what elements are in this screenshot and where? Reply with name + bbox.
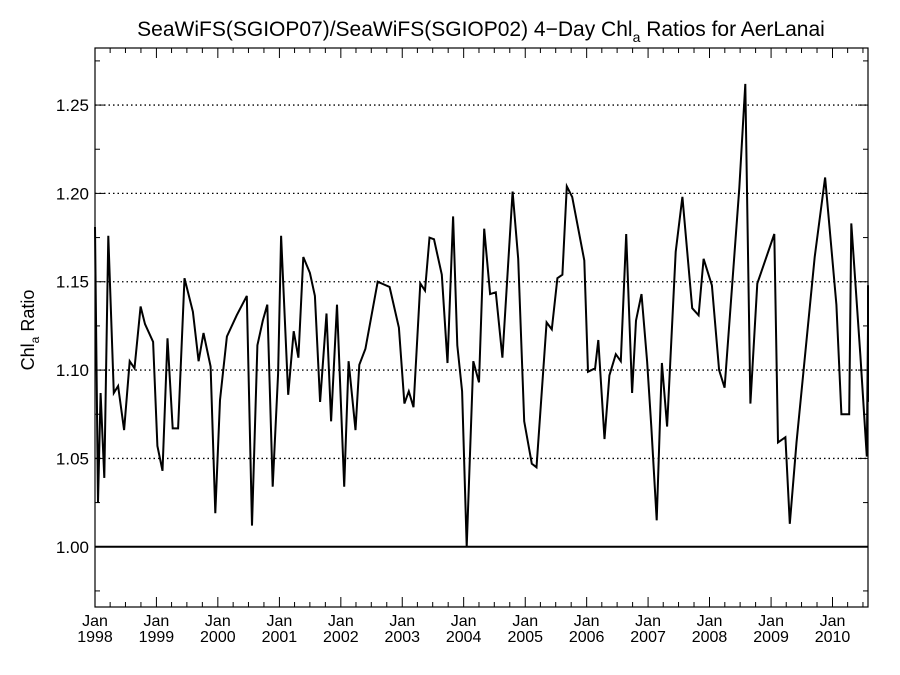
x-tick-month-2007: Jan <box>635 613 661 630</box>
x-tick-year-2002: 2002 <box>323 629 359 646</box>
x-tick-month-1998: Jan <box>82 613 108 630</box>
series-group <box>94 83 869 547</box>
y-tick-label-1.15: 1.15 <box>56 273 89 292</box>
x-tick-month-2008: Jan <box>697 613 723 630</box>
chart-title-tail: Ratios for AerLanai <box>640 18 824 41</box>
chart-title: SeaWiFS(SGIOP07)/SeaWiFS(SGIOP02) 4−Day … <box>137 18 825 45</box>
x-tick-year-1998: 1998 <box>77 629 113 646</box>
y-tick-label-1.20: 1.20 <box>56 184 89 203</box>
y-tick-label-1.10: 1.10 <box>56 361 89 380</box>
x-tick-year-2010: 2010 <box>815 629 851 646</box>
x-tick-month-2005: Jan <box>512 613 538 630</box>
x-tick-month-1999: Jan <box>144 613 170 630</box>
x-tick-month-2009: Jan <box>758 613 784 630</box>
x-tick-month-2006: Jan <box>574 613 600 630</box>
chart-title-main: SeaWiFS(SGIOP07)/SeaWiFS(SGIOP02) 4−Day … <box>137 18 632 41</box>
y-tick-label-1.05: 1.05 <box>56 449 89 468</box>
plot-frame <box>94 47 869 608</box>
y-axis-label-main: Chl <box>18 343 38 370</box>
x-tick-year-2007: 2007 <box>630 629 666 646</box>
y-axis-label-subscript: a <box>28 336 42 343</box>
x-tick-month-2001: Jan <box>267 613 293 630</box>
y-tick-label-1.00: 1.00 <box>56 538 89 557</box>
series-line-0 <box>94 83 869 547</box>
x-axis-ticks: Jan1998Jan1999Jan2000Jan2001Jan2002Jan20… <box>77 48 864 646</box>
x-tick-year-2000: 2000 <box>200 629 236 646</box>
x-tick-month-2010: Jan <box>820 613 846 630</box>
x-tick-month-2002: Jan <box>328 613 354 630</box>
x-tick-year-2005: 2005 <box>507 629 543 646</box>
x-tick-year-2009: 2009 <box>753 629 789 646</box>
chart-title-subscript: a <box>633 29 641 45</box>
x-tick-year-2004: 2004 <box>446 629 482 646</box>
x-tick-year-2003: 2003 <box>384 629 420 646</box>
y-axis-label: Chla Ratio <box>18 290 42 371</box>
x-tick-year-2008: 2008 <box>692 629 728 646</box>
y-tick-label-1.25: 1.25 <box>56 96 89 115</box>
x-tick-month-2004: Jan <box>451 613 477 630</box>
x-tick-month-2003: Jan <box>389 613 415 630</box>
y-axis-label-tail: Ratio <box>18 290 38 337</box>
x-tick-month-2000: Jan <box>205 613 231 630</box>
y-axis-ticks: 1.00 1.05 1.10 1.15 1.20 1.25 <box>56 60 868 592</box>
x-tick-year-1999: 1999 <box>139 629 175 646</box>
x-tick-year-2001: 2001 <box>262 629 298 646</box>
x-tick-year-2006: 2006 <box>569 629 605 646</box>
